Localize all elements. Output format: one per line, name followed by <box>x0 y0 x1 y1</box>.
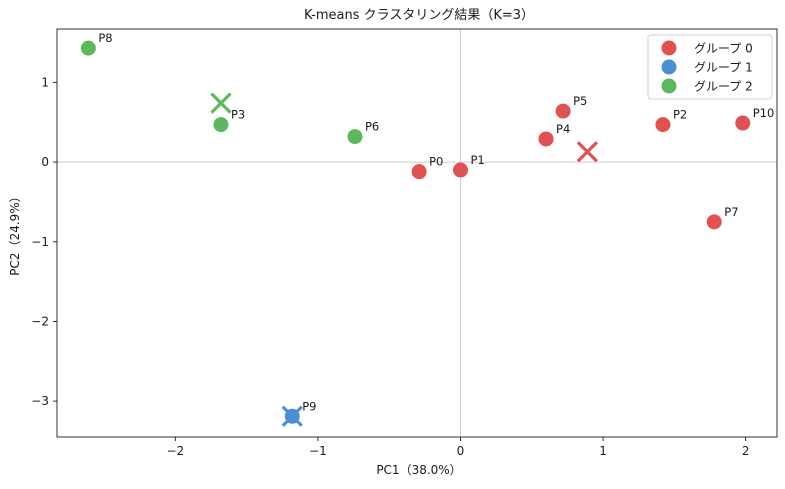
data-point <box>347 129 363 145</box>
chart-title: K-means クラスタリング結果（K=3） <box>304 8 534 23</box>
y-tick-label: 1 <box>41 75 49 89</box>
legend-marker <box>661 59 677 75</box>
x-tick-label: 1 <box>599 444 607 458</box>
legend-entry: グループ 0 <box>694 42 753 56</box>
y-axis-label: PC2（24.9%） <box>8 190 22 275</box>
centroid-stroke <box>210 92 232 114</box>
data-point <box>655 117 671 133</box>
legend: グループ 0 グループ 1 グループ 2 <box>647 34 773 100</box>
point-label: P0 <box>429 155 443 169</box>
plot-frame <box>56 28 778 438</box>
point-label: P1 <box>470 153 484 167</box>
point-label: P2 <box>673 108 687 122</box>
x-tick-label: −1 <box>309 444 327 458</box>
centroid-marker <box>210 92 232 114</box>
data-point <box>538 131 554 147</box>
point-label: P3 <box>231 108 245 122</box>
legend-marker <box>661 40 677 56</box>
y-tick-label: −1 <box>31 235 49 249</box>
legend-entry: グループ 2 <box>694 80 753 94</box>
point-label: P9 <box>302 399 316 413</box>
data-point <box>735 115 751 131</box>
data-point <box>213 117 229 133</box>
y-tick-label: −3 <box>31 394 49 408</box>
point-label: P8 <box>98 31 112 45</box>
centroid-marker <box>576 141 599 163</box>
data-point <box>706 214 722 230</box>
legend-box <box>647 34 773 100</box>
x-tick-label: 0 <box>457 444 465 458</box>
x-tick-label: −2 <box>166 444 184 458</box>
point-label: P5 <box>573 94 587 108</box>
data-point <box>452 162 468 178</box>
x-tick-label: 2 <box>742 444 750 458</box>
legend-marker <box>661 78 677 94</box>
point-label: P7 <box>724 205 738 219</box>
centroid-marker <box>281 405 303 427</box>
point-label: P10 <box>753 106 775 120</box>
centroid-stroke <box>281 405 303 427</box>
data-point <box>80 40 96 56</box>
point-label: P6 <box>365 120 379 134</box>
y-tick-label: 0 <box>41 155 49 169</box>
x-axis-label: PC1（38.0%） <box>376 463 461 477</box>
point-label: P4 <box>556 122 570 136</box>
data-point <box>555 103 571 119</box>
centroid-stroke <box>576 141 599 163</box>
legend-entry: グループ 1 <box>694 61 753 75</box>
y-tick-label: −2 <box>31 314 49 328</box>
data-point <box>411 164 427 180</box>
